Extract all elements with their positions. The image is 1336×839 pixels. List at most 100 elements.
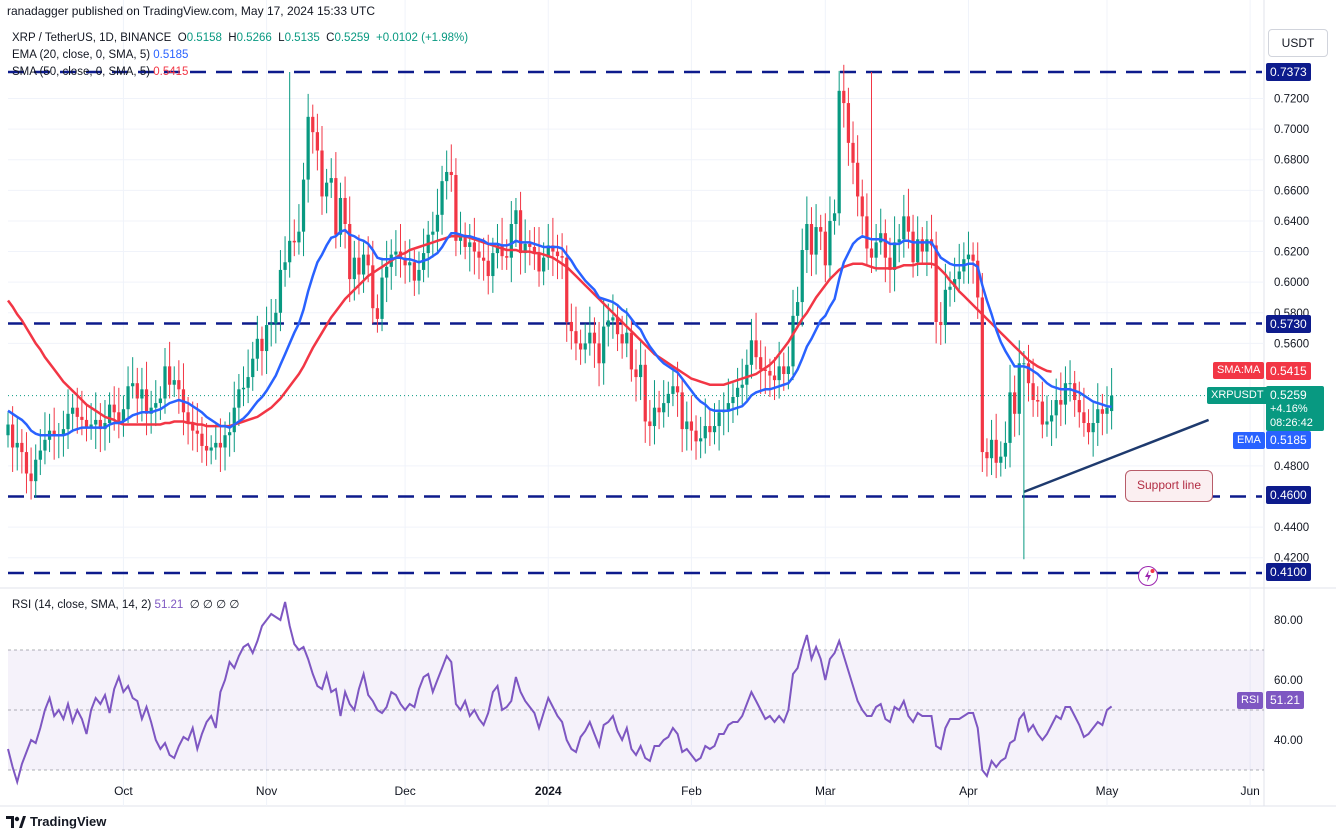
candle-body: [472, 242, 476, 252]
rsi-name-pill: RSI: [1237, 692, 1264, 709]
candle-body: [131, 383, 135, 387]
candle-body: [251, 358, 255, 378]
candle-body: [1008, 392, 1012, 443]
candle-body: [403, 257, 407, 266]
candle-body: [117, 412, 121, 422]
price-tick-label: 0.7200: [1274, 93, 1309, 105]
price-tick-label: 0.7000: [1274, 124, 1309, 136]
symbol-legend[interactable]: XRP / TetherUS, 1D, BINANCE O0.5158 H0.5…: [12, 32, 469, 44]
candle-body: [121, 409, 126, 422]
candle-body: [916, 239, 920, 263]
candle-body: [98, 419, 102, 430]
candle-body: [634, 369, 638, 378]
candle-body: [1013, 392, 1017, 414]
candle-body: [957, 271, 961, 280]
candle-body: [1022, 363, 1026, 365]
candle-body: [629, 332, 633, 370]
candle-body: [1059, 400, 1063, 405]
ema-name-pill: EMA: [1233, 432, 1265, 449]
rsi-legend[interactable]: RSI (14, close, SMA, 14, 2) 51.21 ∅ ∅ ∅ …: [12, 599, 240, 611]
candle-body: [911, 231, 915, 263]
price-tick-label: 0.6400: [1274, 216, 1309, 228]
candle-body: [989, 439, 994, 459]
sma50-line: [6, 234, 1052, 428]
candle-body: [274, 312, 278, 324]
candle-body: [791, 315, 795, 367]
candle-body: [666, 393, 670, 404]
candle-body: [943, 289, 947, 326]
candle-body: [1096, 409, 1100, 423]
candle-body: [283, 262, 287, 270]
candle-body: [168, 366, 172, 385]
candle-body: [551, 245, 555, 252]
candle-body: [652, 407, 657, 427]
rsi-tick-label: 40.00: [1274, 735, 1303, 747]
rsi-legend-extras: ∅ ∅ ∅ ∅: [189, 599, 240, 611]
candle-body: [994, 439, 998, 463]
price-tick-label: 0.6600: [1274, 185, 1309, 197]
alert-lightning-icon[interactable]: [1138, 566, 1158, 586]
candle-body: [902, 216, 906, 240]
candle-body: [103, 422, 107, 430]
price-tick-label: 0.6200: [1274, 247, 1309, 259]
candle-body: [431, 231, 435, 235]
footer-brand[interactable]: TradingView: [6, 814, 106, 829]
ema-legend[interactable]: EMA (20, close, 0, SMA, 5) 0.5185: [12, 49, 189, 61]
candle-body: [144, 389, 149, 414]
candle-body: [583, 343, 587, 350]
candle-body: [412, 262, 416, 281]
open-value: 0.5158: [186, 32, 222, 44]
candle-body: [934, 245, 938, 322]
price-tick-label: 0.4400: [1274, 522, 1309, 534]
time-tick-label: Apr: [959, 784, 978, 798]
candle-body: [856, 162, 860, 197]
candle-body: [759, 357, 763, 370]
candle-body: [837, 90, 841, 214]
candle-body: [84, 419, 89, 428]
candle-body: [408, 262, 412, 266]
candle-body: [588, 332, 592, 344]
candle-body: [740, 384, 744, 388]
candle-body: [500, 245, 504, 257]
candle-body: [1086, 422, 1091, 433]
rsi-tick-label: 60.00: [1274, 675, 1303, 687]
close-value: 0.5259: [334, 32, 370, 44]
candle-body: [135, 383, 139, 399]
candle-body: [15, 442, 19, 448]
price-tick-label: 0.5600: [1274, 338, 1309, 350]
candle-body: [1082, 412, 1086, 423]
sma-legend[interactable]: SMA (50, close, 0, SMA, 5) 0.5415: [12, 66, 189, 78]
candle-body: [948, 286, 952, 290]
candle-body: [717, 412, 721, 427]
candle-body: [278, 269, 283, 313]
candle-body: [869, 248, 874, 258]
candle-body: [611, 317, 615, 321]
bar-countdown: 08:26:42: [1270, 417, 1313, 429]
candle-body: [602, 326, 606, 364]
price-tick-label: 0.4800: [1274, 461, 1309, 473]
candle-body: [509, 223, 513, 258]
candle-body: [980, 297, 984, 453]
candle-body: [241, 387, 246, 390]
candle-body: [953, 279, 957, 287]
candle-body: [11, 424, 15, 448]
support-line-callout[interactable]: Support line: [1125, 470, 1213, 502]
candle-body: [546, 245, 550, 258]
candle-body: [1068, 383, 1072, 385]
candle-body: [592, 332, 597, 344]
candle-body: [177, 380, 181, 390]
candle-body: [1100, 409, 1104, 414]
candle-body: [675, 386, 680, 393]
candle-body: [66, 413, 70, 430]
candle-body: [223, 435, 227, 448]
candle-body: [703, 426, 707, 439]
candle-body: [228, 432, 232, 436]
currency-button[interactable]: USDT: [1268, 29, 1328, 57]
sma-legend-value: 0.5415: [153, 66, 189, 78]
level-label-low: 0.4100: [1266, 563, 1311, 581]
candle-body: [615, 317, 620, 335]
candle-body: [1026, 363, 1031, 384]
candle-body: [574, 331, 578, 344]
candle-body: [486, 260, 490, 277]
candle-body: [24, 452, 29, 474]
